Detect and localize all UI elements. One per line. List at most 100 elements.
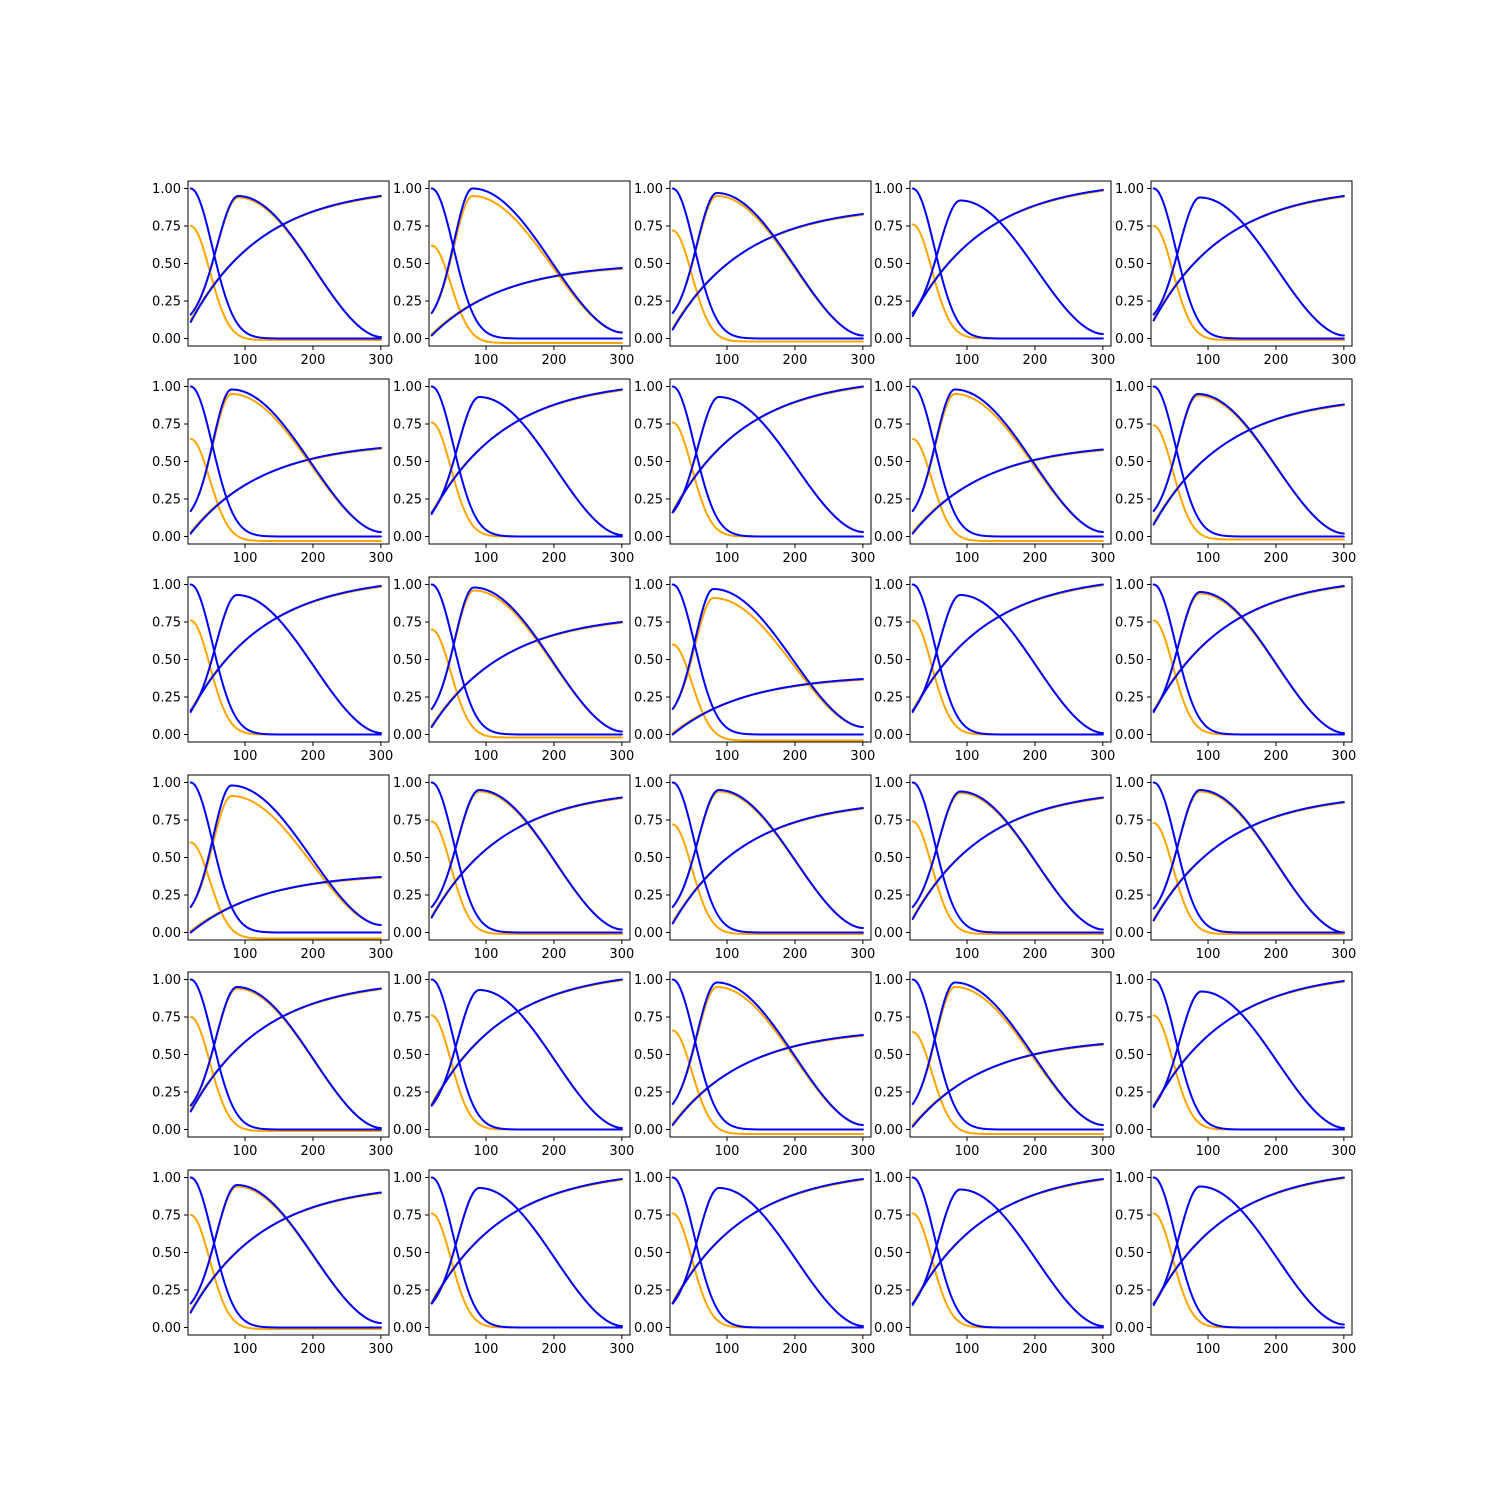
y-tick-label: 0.75: [874, 418, 903, 433]
x-tick-label: 300: [1331, 947, 1356, 962]
series-rise-reference: [189, 1191, 382, 1314]
series-rise-reference: [189, 876, 382, 934]
x-tick-label: 100: [715, 353, 740, 368]
x-tick-label: 300: [368, 353, 393, 368]
y-tick-label: 0.75: [393, 220, 422, 235]
subplot-11: 100 200 300 0.00 0.25 0.50 0.75 1.00: [152, 576, 393, 764]
y-tick-label: 1.00: [874, 973, 903, 988]
y-tick-label: 0.75: [634, 814, 663, 829]
y-tick-label: 0.00: [152, 530, 181, 545]
x-tick-label: 300: [368, 1144, 393, 1159]
plot-area: [430, 385, 623, 538]
series-decay-predicted: [189, 841, 382, 940]
y-tick-label: 0.50: [634, 653, 663, 668]
plot-area: [189, 978, 382, 1132]
series-peak-reference: [189, 195, 382, 338]
y-tick-label: 1.00: [634, 380, 663, 395]
series-peak-reference: [1152, 196, 1345, 337]
x-tick-label: 300: [850, 551, 875, 566]
plot-area: [911, 1176, 1104, 1329]
series-rise-reference: [911, 189, 1104, 317]
plot-area: [671, 1176, 864, 1329]
subplot-3: 100 200 300 0.00 0.25 0.50 0.75 1.00: [634, 180, 875, 368]
y-tick-label: 0.75: [152, 220, 181, 235]
x-tick-label: 300: [609, 551, 634, 566]
y-tick-label: 0.25: [634, 1284, 663, 1299]
plot-area: [671, 385, 864, 538]
y-tick-label: 0.00: [1115, 530, 1144, 545]
series-decay-predicted: [911, 438, 1104, 542]
plot-area: [430, 187, 623, 344]
series-rise-reference: [430, 267, 623, 337]
y-tick-label: 1.00: [152, 578, 181, 593]
subplot-4: 100 200 300 0.00 0.25 0.50 0.75 1.00: [874, 180, 1115, 368]
series-decay-predicted: [671, 643, 864, 742]
y-tick-label: 0.25: [634, 691, 663, 706]
x-tick-label: 300: [1090, 551, 1115, 566]
x-tick-label: 300: [609, 749, 634, 764]
x-tick-label: 200: [301, 1342, 326, 1357]
x-tick-label: 200: [1264, 551, 1289, 566]
x-tick-label: 100: [1196, 551, 1221, 566]
subplot-27: 100 200 300 0.00 0.25 0.50 0.75 1.00: [393, 1169, 634, 1357]
x-tick-label: 100: [233, 947, 258, 962]
plot-area: [671, 978, 864, 1135]
y-tick-label: 0.00: [874, 1123, 903, 1138]
y-tick-label: 0.75: [1115, 418, 1144, 433]
series-rise-reference: [189, 195, 382, 323]
series-rise-reference: [1152, 403, 1345, 526]
y-tick-label: 1.00: [1115, 578, 1144, 593]
y-tick-label: 0.25: [634, 889, 663, 904]
y-tick-label: 0.75: [1115, 814, 1144, 829]
y-tick-label: 0.75: [874, 1011, 903, 1026]
series-decay-reference: [189, 781, 382, 934]
y-tick-label: 0.25: [152, 691, 181, 706]
series-rise-reference: [189, 585, 382, 713]
x-tick-label: 200: [301, 1144, 326, 1159]
series-peak-reference: [911, 1188, 1104, 1327]
series-rise-reference: [430, 621, 623, 728]
x-tick-label: 200: [1023, 947, 1048, 962]
series-decay-predicted: [430, 628, 623, 739]
y-tick-label: 0.25: [393, 691, 422, 706]
subplot-29: 100 200 300 0.00 0.25 0.50 0.75 1.00: [874, 1169, 1115, 1357]
series-decay-reference: [430, 781, 623, 934]
series-rise-reference: [911, 1178, 1104, 1306]
subplot-8: 100 200 300 0.00 0.25 0.50 0.75 1.00: [634, 378, 875, 566]
y-tick-label: 0.00: [393, 1321, 422, 1336]
series-decay-predicted: [189, 438, 382, 542]
subplot-1: 100 200 300 0.00 0.25 0.50 0.75 1.00: [152, 180, 393, 368]
subplot-7: 100 200 300 0.00 0.25 0.50 0.75 1.00: [393, 378, 634, 566]
x-tick-label: 100: [1196, 1144, 1221, 1159]
x-tick-label: 100: [715, 749, 740, 764]
y-tick-label: 0.25: [393, 1284, 422, 1299]
y-tick-label: 1.00: [393, 776, 422, 791]
y-tick-label: 1.00: [1115, 182, 1144, 197]
series-decay-predicted: [671, 229, 864, 343]
series-rise-reference: [911, 583, 1104, 713]
series-rise-reference: [1152, 585, 1345, 713]
y-tick-label: 0.25: [874, 1086, 903, 1101]
x-tick-label: 200: [1023, 353, 1048, 368]
series-peak-reference: [911, 594, 1104, 734]
y-tick-label: 0.75: [152, 418, 181, 433]
x-tick-label: 200: [542, 551, 567, 566]
y-tick-label: 0.25: [1115, 493, 1144, 508]
subplot-28: 100 200 300 0.00 0.25 0.50 0.75 1.00: [634, 1169, 875, 1357]
y-tick-label: 0.00: [393, 332, 422, 347]
y-tick-label: 0.75: [393, 616, 422, 631]
y-tick-label: 0.00: [874, 1321, 903, 1336]
series-rise-reference: [671, 678, 864, 736]
series-peak-reference: [430, 1187, 623, 1327]
series-peak-reference: [430, 789, 623, 931]
x-tick-label: 300: [1090, 947, 1115, 962]
series-decay-predicted: [430, 244, 623, 344]
series-decay-reference: [911, 187, 1104, 340]
y-tick-label: 0.75: [634, 1011, 663, 1026]
y-tick-label: 0.75: [393, 418, 422, 433]
plot-area: [1152, 583, 1345, 736]
series-rise-reference: [1152, 801, 1345, 922]
x-tick-label: 200: [783, 551, 808, 566]
y-tick-label: 0.25: [393, 493, 422, 508]
series-peak-reference: [189, 388, 382, 533]
